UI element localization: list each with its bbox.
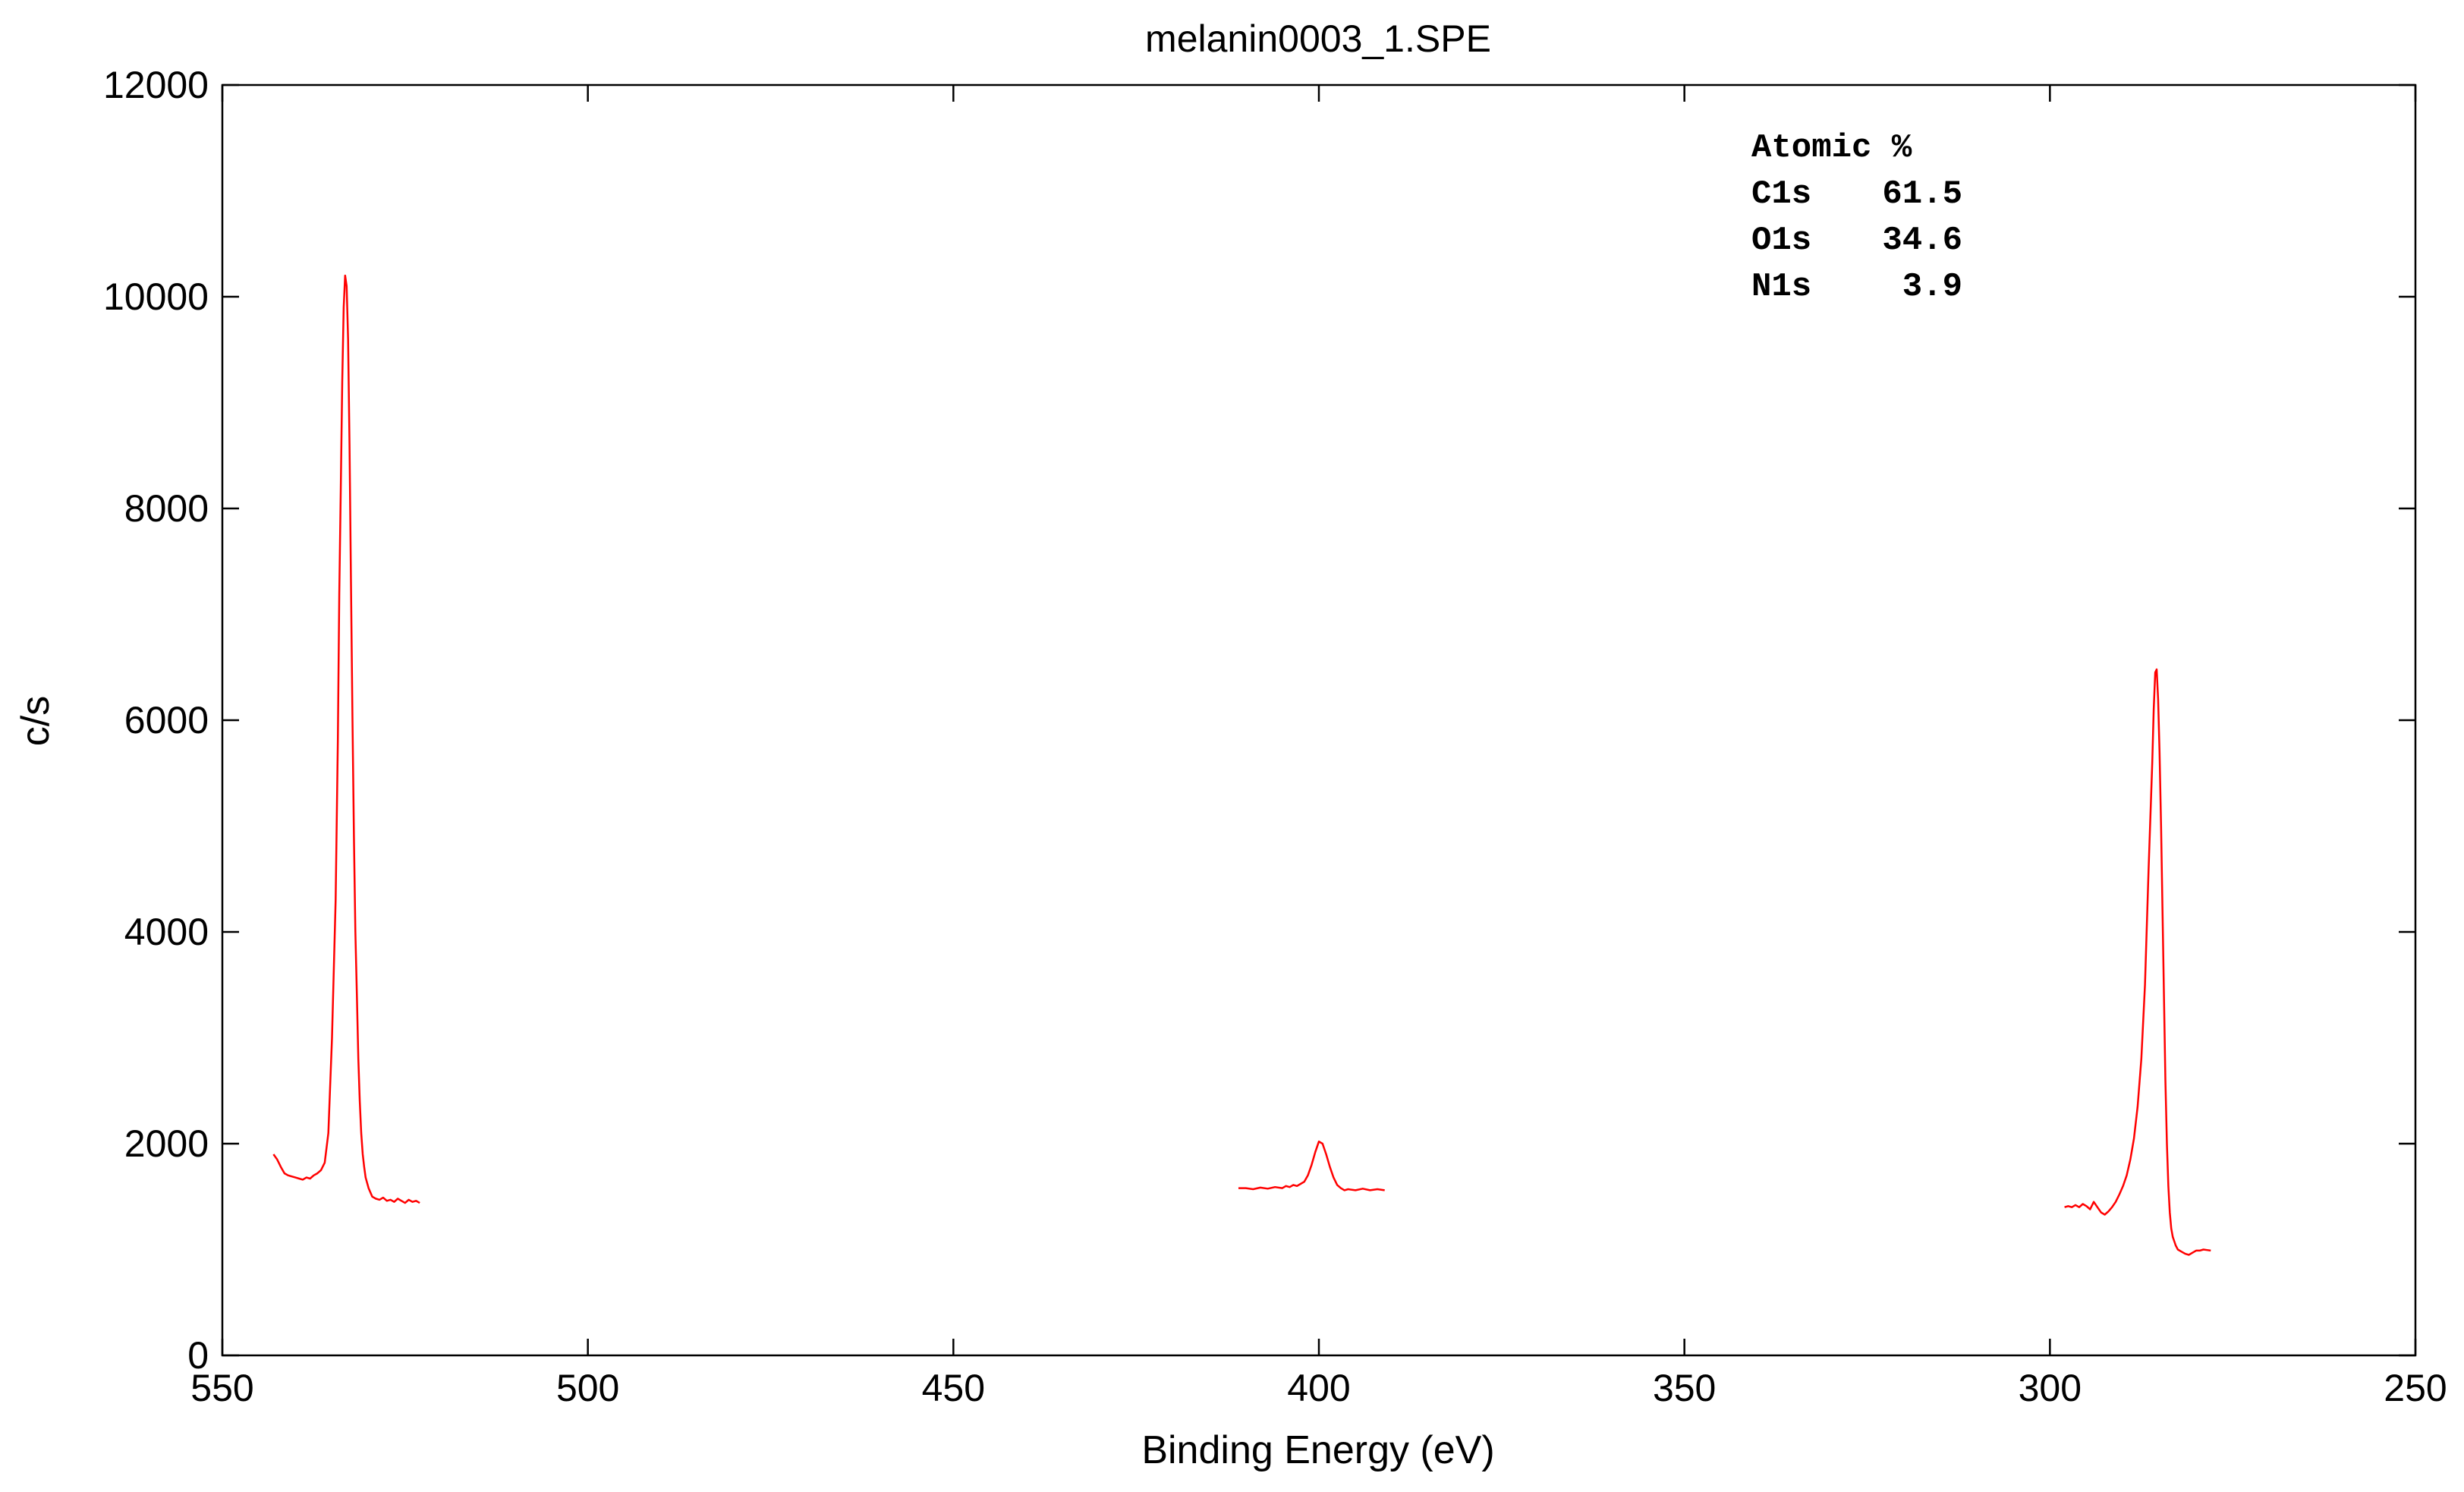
annotation-element-c1s: C1s — [1751, 175, 1811, 213]
x-tick-label: 450 — [922, 1367, 985, 1409]
annotation-element-o1s: O1s — [1751, 222, 1811, 260]
y-tick-label: 0 — [187, 1334, 209, 1377]
series-lines — [272, 274, 2211, 1256]
chart-title: melanin0003_1.SPE — [1145, 17, 1491, 60]
x-tick-labels: 550 500 450 400 350 300 250 — [190, 1367, 2447, 1409]
y-tick-label: 12000 — [103, 64, 209, 106]
annotation-header: Atomic % — [1751, 129, 1912, 167]
y-tick-labels: 0 2000 4000 6000 8000 10000 12000 — [103, 64, 209, 1377]
y-tick-label: 4000 — [124, 911, 209, 953]
x-tick-label: 550 — [190, 1367, 253, 1409]
x-tick-label: 300 — [2019, 1367, 2082, 1409]
y-axis-label: c/s — [14, 696, 58, 746]
series-line-o1s — [272, 274, 420, 1204]
annotation-value-n1s: 3.9 — [1902, 268, 1962, 306]
y-tick-label: 6000 — [124, 699, 209, 741]
annotation-value-c1s: 61.5 — [1882, 175, 1962, 213]
y-tick-label: 10000 — [103, 275, 209, 318]
annotation-element-n1s: N1s — [1751, 268, 1811, 306]
x-tick-label: 500 — [556, 1367, 619, 1409]
x-tick-label: 250 — [2384, 1367, 2447, 1409]
tick-marks — [221, 83, 2417, 1357]
y-tick-label: 8000 — [124, 487, 209, 530]
series-line-n1s — [1238, 1140, 1385, 1191]
annotation-value-o1s: 34.6 — [1882, 222, 1962, 260]
series-line-c1s — [2064, 668, 2211, 1256]
y-tick-label: 2000 — [124, 1122, 209, 1165]
atomic-percent-annotation: Atomic % C1s 61.5 O1s 34.6 N1s 3.9 — [1751, 129, 1962, 306]
x-axis-label: Binding Energy (eV) — [1141, 1428, 1494, 1472]
x-tick-label: 350 — [1653, 1367, 1716, 1409]
x-tick-label: 400 — [1287, 1367, 1350, 1409]
